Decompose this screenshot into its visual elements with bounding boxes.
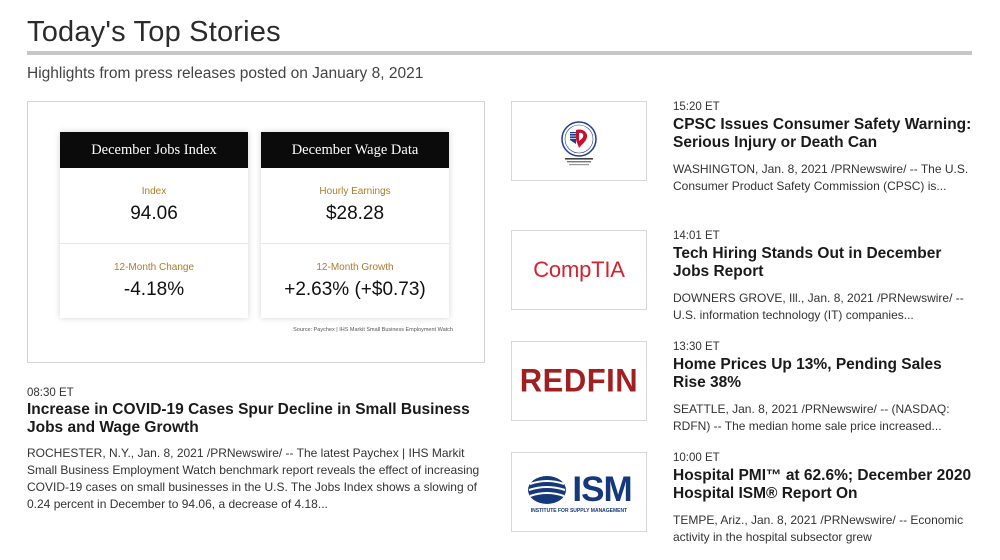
story-summary: WASHINGTON, Jan. 8, 2021 /PRNewswire/ --… [673,162,969,193]
card-header: December Wage Data [261,132,449,168]
story-headline[interactable]: Hospital PMI™ at 62.6%; December 2020 Ho… [673,467,972,502]
card-value: -4.18% [123,279,185,300]
card-value: +2.63% (+$0.73) [284,279,426,300]
card-label: Hourly Earnings [319,186,391,197]
redfin-logo-thumbnail[interactable]: REDFIN [511,341,647,421]
redfin-logo: REDFIN [519,362,639,399]
card-bottom-cell: 12-Month Change -4.18% [60,243,248,319]
card-value: 94.06 [130,203,178,224]
ism-logo: ISM INSTITUTE FOR SUPPLY MANAGEMENT [526,470,633,514]
ism-tagline: INSTITUTE FOR SUPPLY MANAGEMENT [530,508,628,514]
story-time: 15:20 ET [673,101,720,113]
jobs-index-card: December Jobs Index Index 94.06 12-Month… [60,132,248,318]
story-summary: TEMPE, Ariz., Jan. 8, 2021 /PRNewswire/ … [673,513,964,544]
featured-story-image[interactable]: December Jobs Index Index 94.06 12-Month… [27,101,485,363]
story-summary: DOWNERS GROVE, Ill., Jan. 8, 2021 /PRNew… [673,291,964,322]
featured-story-summary: ROCHESTER, N.Y., Jan. 8, 2021 /PRNewswir… [27,446,480,511]
card-header: December Jobs Index [60,132,248,168]
card-top-cell: Hourly Earnings $28.28 [261,168,449,243]
cpsc-seal-icon [561,121,597,166]
wage-data-card: December Wage Data Hourly Earnings $28.2… [261,132,449,318]
page-title: Today's Top Stories [27,16,281,48]
image-source-note: Source: Paychex | IHS Markit Small Busin… [293,327,453,333]
card-top-cell: Index 94.06 [60,168,248,243]
story-headline[interactable]: Home Prices Up 13%, Pending Sales Rise 3… [673,356,942,391]
card-value: $28.28 [325,203,385,224]
card-label: Index [141,186,167,197]
story-headline[interactable]: CPSC Issues Consumer Safety Warning: Ser… [673,116,972,151]
page-subtitle: Highlights from press releases posted on… [27,65,424,82]
story-headline[interactable]: Tech Hiring Stands Out in December Jobs … [673,245,942,280]
featured-story-time: 08:30 ET [27,387,74,399]
card-label: 12-Month Growth [316,262,394,273]
story-summary: SEATTLE, Jan. 8, 2021 /PRNewswire/ -- (N… [673,402,950,433]
comptia-logo-thumbnail[interactable]: CompTIA [511,230,647,310]
ism-wordmark: ISM [572,470,632,509]
cpsc-logo-thumbnail[interactable] [511,101,647,181]
featured-story-headline[interactable]: Increase in COVID-19 Cases Spur Decline … [27,401,470,436]
story-time: 14:01 ET [673,230,720,242]
card-label: 12-Month Change [113,262,195,273]
story-time: 10:00 ET [673,452,720,464]
card-bottom-cell: 12-Month Growth +2.63% (+$0.73) [261,243,449,319]
story-time: 13:30 ET [673,341,720,353]
title-divider [27,51,972,55]
ism-logo-thumbnail[interactable]: ISM INSTITUTE FOR SUPPLY MANAGEMENT [511,452,647,532]
comptia-logo: CompTIA [533,257,625,282]
ism-globe-icon [528,476,567,504]
